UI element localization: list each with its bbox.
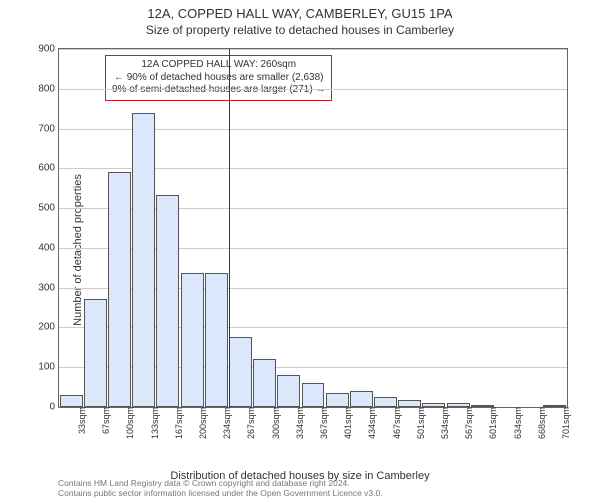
annotation-box: 12A COPPED HALL WAY: 260sqm ← 90% of det… [105, 55, 332, 101]
x-tick-label: 100sqm [122, 407, 135, 439]
x-tick-label: 334sqm [292, 407, 305, 439]
x-tick-label: 167sqm [171, 407, 184, 439]
y-tick-label: 100 [38, 362, 59, 373]
x-tick-label: 367sqm [316, 407, 329, 439]
histogram-bar [108, 172, 131, 407]
footer-attribution: Contains HM Land Registry data © Crown c… [58, 479, 383, 498]
y-tick-label: 0 [49, 402, 59, 413]
y-tick-label: 400 [38, 242, 59, 253]
histogram-bar [156, 195, 179, 407]
x-tick-label: 267sqm [243, 407, 256, 439]
x-tick-label: 467sqm [389, 407, 402, 439]
marker-line [229, 49, 230, 407]
annotation-line1: 12A COPPED HALL WAY: 260sqm [112, 59, 325, 72]
chart-title: 12A, COPPED HALL WAY, CAMBERLEY, GU15 1P… [0, 0, 600, 21]
histogram-bar [374, 397, 397, 407]
plot-area: 12A COPPED HALL WAY: 260sqm ← 90% of det… [58, 48, 568, 408]
histogram-bar [398, 400, 421, 407]
histogram-bar [350, 391, 373, 407]
y-tick-label: 300 [38, 282, 59, 293]
x-tick-label: 33sqm [74, 407, 87, 434]
histogram-bar [253, 359, 276, 407]
x-tick-label: 300sqm [268, 407, 281, 439]
y-tick-label: 900 [38, 44, 59, 55]
y-tick-label: 500 [38, 203, 59, 214]
grid-line [59, 89, 567, 90]
x-tick-label: 634sqm [510, 407, 523, 439]
chart-container: 12A, COPPED HALL WAY, CAMBERLEY, GU15 1P… [0, 0, 600, 500]
x-tick-label: 234sqm [219, 407, 232, 439]
histogram-bar [229, 337, 252, 407]
histogram-bar [326, 393, 349, 407]
grid-line [59, 49, 567, 50]
annotation-line2: ← 90% of detached houses are smaller (2,… [112, 72, 325, 85]
histogram-bar [302, 383, 325, 407]
x-tick-label: 133sqm [147, 407, 160, 439]
histogram-bar [84, 299, 107, 407]
y-tick-label: 200 [38, 322, 59, 333]
footer-line2: Contains public sector information licen… [58, 489, 383, 498]
x-tick-label: 567sqm [461, 407, 474, 439]
annotation-line3: 9% of semi-detached houses are larger (2… [112, 84, 325, 97]
histogram-bar [205, 273, 228, 407]
x-tick-label: 501sqm [413, 407, 426, 439]
x-tick-label: 668sqm [534, 407, 547, 439]
x-tick-label: 534sqm [437, 407, 450, 439]
chart-subtitle: Size of property relative to detached ho… [0, 21, 600, 37]
x-tick-label: 401sqm [340, 407, 353, 439]
y-tick-label: 800 [38, 83, 59, 94]
y-tick-label: 700 [38, 123, 59, 134]
x-tick-label: 434sqm [364, 407, 377, 439]
y-tick-label: 600 [38, 163, 59, 174]
histogram-bar [60, 395, 83, 407]
histogram-bar [132, 113, 155, 407]
x-tick-label: 200sqm [195, 407, 208, 439]
histogram-bar [181, 273, 204, 407]
histogram-bar [277, 375, 300, 407]
x-tick-label: 701sqm [558, 407, 571, 439]
x-tick-label: 601sqm [485, 407, 498, 439]
x-tick-label: 67sqm [98, 407, 111, 434]
